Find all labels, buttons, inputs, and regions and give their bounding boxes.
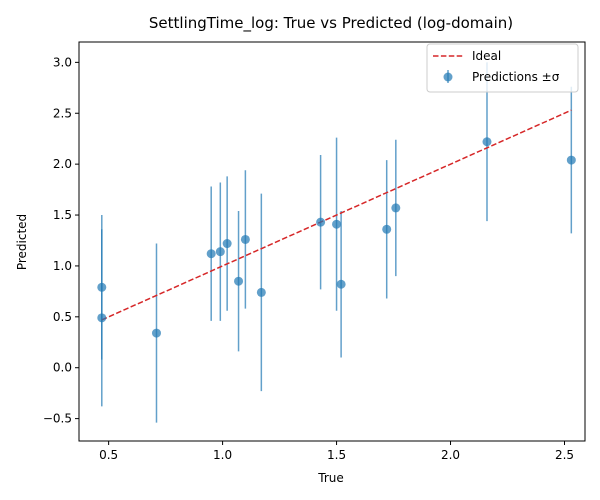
data-point-3 xyxy=(206,249,216,259)
x-axis-label: True xyxy=(317,471,344,485)
data-point-15 xyxy=(566,155,576,165)
data-point-2 xyxy=(151,328,161,338)
chart-title: SettlingTime_log: True vs Predicted (log… xyxy=(149,14,513,33)
data-point-14 xyxy=(482,137,492,147)
plot-frame xyxy=(78,41,586,442)
legend-ideal-label: Ideal xyxy=(472,49,501,63)
y-axis: −0.5 0.0 0.5 1.0 1.5 2.0 2.5 3.0 xyxy=(43,55,79,426)
x-tick-label-2: 1.5 xyxy=(327,448,346,462)
y-tick-label-1: 0.0 xyxy=(53,361,72,375)
data-point-11 xyxy=(336,279,346,289)
x-tick-label-4: 2.5 xyxy=(555,448,574,462)
data-point-8 xyxy=(256,287,266,297)
legend: Ideal Predictions ±σ xyxy=(426,43,579,93)
x-tick-label-0: 0.5 xyxy=(99,448,118,462)
plot-area xyxy=(97,62,576,423)
data-point-10 xyxy=(332,219,342,229)
data-point-4 xyxy=(215,247,225,257)
y-tick-label-3: 1.0 xyxy=(53,259,72,273)
legend-predictions-label: Predictions ±σ xyxy=(472,70,560,84)
data-point-6 xyxy=(234,276,244,286)
ideal-line xyxy=(101,109,572,321)
data-point-12 xyxy=(382,224,392,234)
data-point-1 xyxy=(97,313,107,323)
y-tick-label-7: 3.0 xyxy=(53,55,72,69)
y-tick-label-2: 0.5 xyxy=(53,310,72,324)
y-tick-label-0: −0.5 xyxy=(43,412,72,426)
x-tick-label-1: 1.0 xyxy=(213,448,232,462)
y-tick-label-5: 2.0 xyxy=(53,157,72,171)
data-point-9 xyxy=(316,217,326,227)
y-tick-label-4: 1.5 xyxy=(53,208,72,222)
y-tick-label-6: 2.5 xyxy=(53,106,72,120)
data-point-13 xyxy=(391,203,401,213)
data-point-0 xyxy=(97,282,107,292)
x-tick-label-3: 2.0 xyxy=(441,448,460,462)
legend-box xyxy=(426,43,579,93)
data-point-5 xyxy=(222,239,232,249)
data-point-7 xyxy=(240,234,250,244)
x-axis: 0.5 1.0 1.5 2.0 2.5 xyxy=(99,441,574,462)
legend-predictions-marker xyxy=(443,72,453,82)
y-axis-label: Predicted xyxy=(15,214,29,270)
